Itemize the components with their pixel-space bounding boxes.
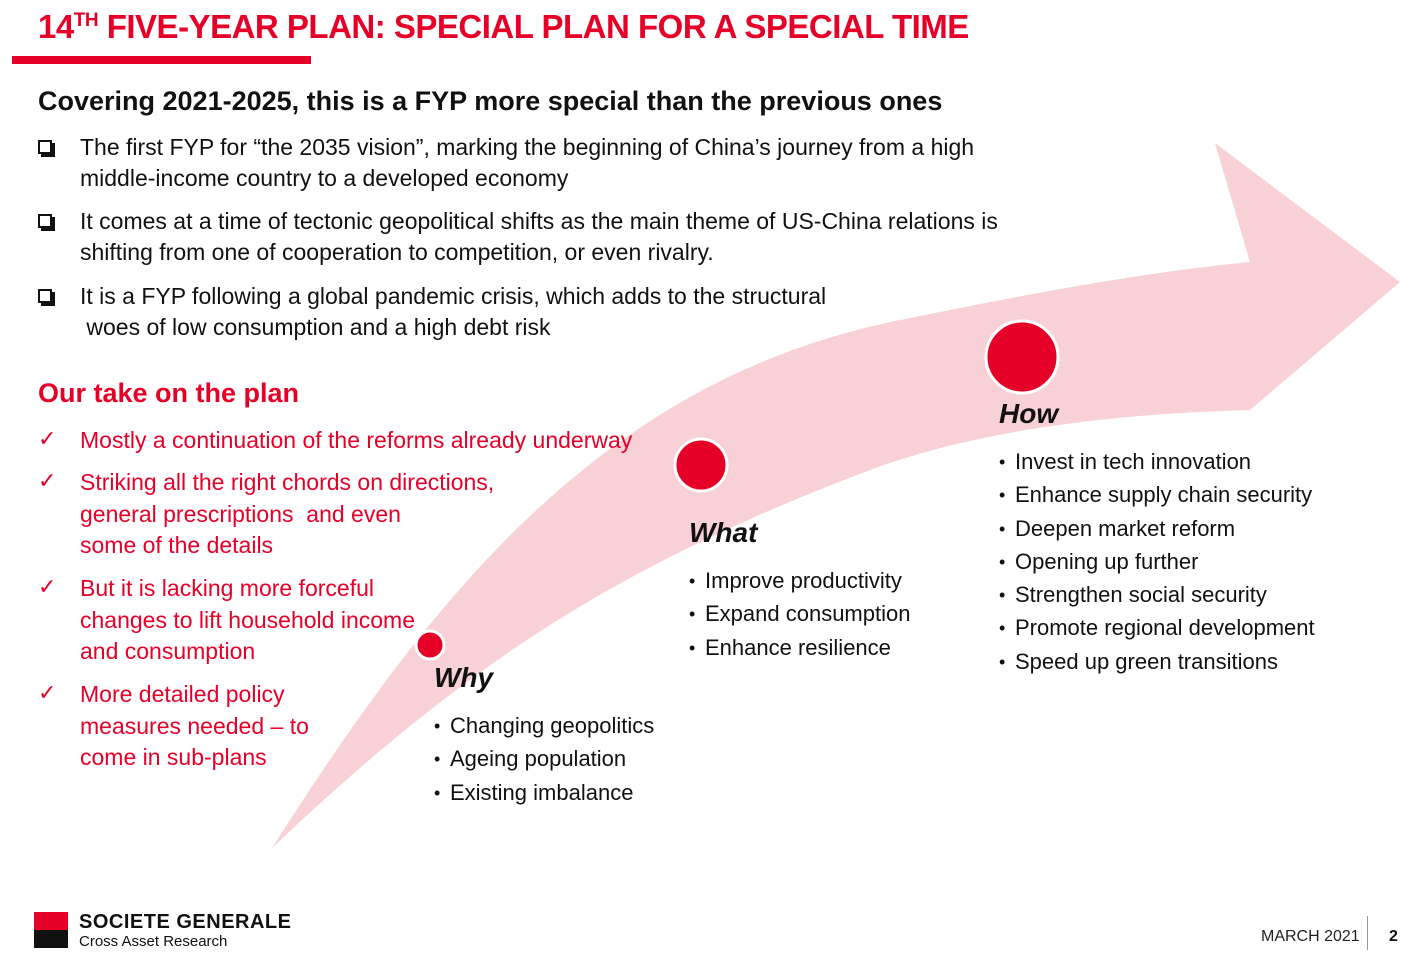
- bullet-line: The first FYP for “the 2035 vision”, mar…: [80, 134, 975, 160]
- checkbox-square-icon: [38, 214, 55, 231]
- what-list: Improve productivity Expand consumption …: [689, 565, 910, 665]
- checkmark-icon: ✓: [38, 574, 57, 599]
- brand-subtitle: Cross Asset Research: [79, 933, 228, 950]
- title-superscript: TH: [73, 10, 99, 31]
- what-item: Expand consumption: [689, 598, 910, 631]
- how-title: How: [999, 398, 1059, 429]
- growth-arrow: [272, 143, 1400, 848]
- bullet-line: shifting from one of cooperation to comp…: [80, 239, 714, 265]
- what-dot: [673, 437, 729, 493]
- take-item: ✓ But it is lacking more forceful changes…: [38, 573, 415, 668]
- checkbox-square-icon: [38, 289, 55, 306]
- subtitle: Covering 2021-2025, this is a FYP more s…: [38, 86, 943, 116]
- footer-divider: [1367, 916, 1368, 950]
- title-number: 14: [38, 8, 74, 45]
- how-dot: [984, 319, 1060, 395]
- checkbox-square-icon: [38, 140, 55, 157]
- take-line: general prescriptions and even: [80, 500, 401, 527]
- take-line: and consumption: [80, 638, 256, 664]
- take-item: ✓ Striking all the right chords on direc…: [38, 467, 494, 562]
- page-number: 2: [1389, 928, 1398, 945]
- checkmark-icon: ✓: [38, 468, 57, 493]
- bullet-line: It comes at a time of tectonic geopoliti…: [80, 208, 998, 234]
- how-list: Invest in tech innovation Enhance supply…: [999, 446, 1315, 679]
- bullet-line: woes of low consumption and a high debt …: [80, 314, 551, 340]
- title-underline: [12, 56, 311, 64]
- how-item: Speed up green transitions: [999, 646, 1315, 679]
- take-item: ✓ More detailed policy measures needed – …: [38, 679, 309, 774]
- title-text: FIVE-YEAR PLAN: SPECIAL PLAN FOR A SPECI…: [98, 8, 970, 45]
- bullet-item: The first FYP for “the 2035 vision”, mar…: [38, 132, 974, 194]
- why-title: Why: [434, 662, 494, 693]
- bullet-line: middle-income country to a developed eco…: [80, 165, 569, 191]
- brand-name: SOCIETE GENERALE: [79, 911, 292, 933]
- take-line: More detailed policy: [80, 681, 285, 707]
- bullet-line: It is a FYP following a global pandemic …: [80, 283, 827, 309]
- why-dot: [414, 629, 446, 661]
- take-line: Striking all the right chords on directi…: [80, 469, 495, 495]
- what-item: Enhance resilience: [689, 632, 910, 665]
- why-list: Changing geopolitics Ageing population E…: [434, 710, 654, 810]
- take-line: come in sub-plans: [80, 744, 267, 770]
- what-item: Improve productivity: [689, 565, 910, 598]
- page-title: 14TH FIVE-YEAR PLAN: SPECIAL PLAN FOR A …: [38, 8, 969, 46]
- take-heading: Our take on the plan: [38, 378, 300, 408]
- bullet-item: It comes at a time of tectonic geopoliti…: [38, 206, 998, 268]
- how-item: Deepen market reform: [999, 513, 1315, 546]
- how-item: Invest in tech innovation: [999, 446, 1315, 479]
- why-item: Existing imbalance: [434, 777, 654, 810]
- bullet-item: It is a FYP following a global pandemic …: [38, 281, 826, 343]
- take-line: Mostly a continuation of the reforms alr…: [80, 427, 633, 453]
- how-item: Enhance supply chain security: [999, 479, 1315, 512]
- take-item: ✓ Mostly a continuation of the reforms a…: [38, 425, 632, 457]
- how-item: Opening up further: [999, 546, 1315, 579]
- why-item: Changing geopolitics: [434, 710, 654, 743]
- how-item: Strengthen social security: [999, 579, 1315, 612]
- take-line: But it is lacking more forceful: [80, 575, 375, 601]
- take-line: changes to lift household income: [80, 606, 415, 633]
- how-item: Promote regional development: [999, 612, 1315, 645]
- societe-generale-logo-icon: [34, 912, 68, 948]
- take-line: measures needed – to: [80, 712, 309, 739]
- take-line: some of the details: [80, 532, 274, 558]
- checkmark-icon: ✓: [38, 426, 57, 451]
- what-title: What: [689, 517, 758, 548]
- why-item: Ageing population: [434, 743, 654, 776]
- checkmark-icon: ✓: [38, 680, 57, 705]
- report-date: MARCH 2021: [1261, 928, 1360, 945]
